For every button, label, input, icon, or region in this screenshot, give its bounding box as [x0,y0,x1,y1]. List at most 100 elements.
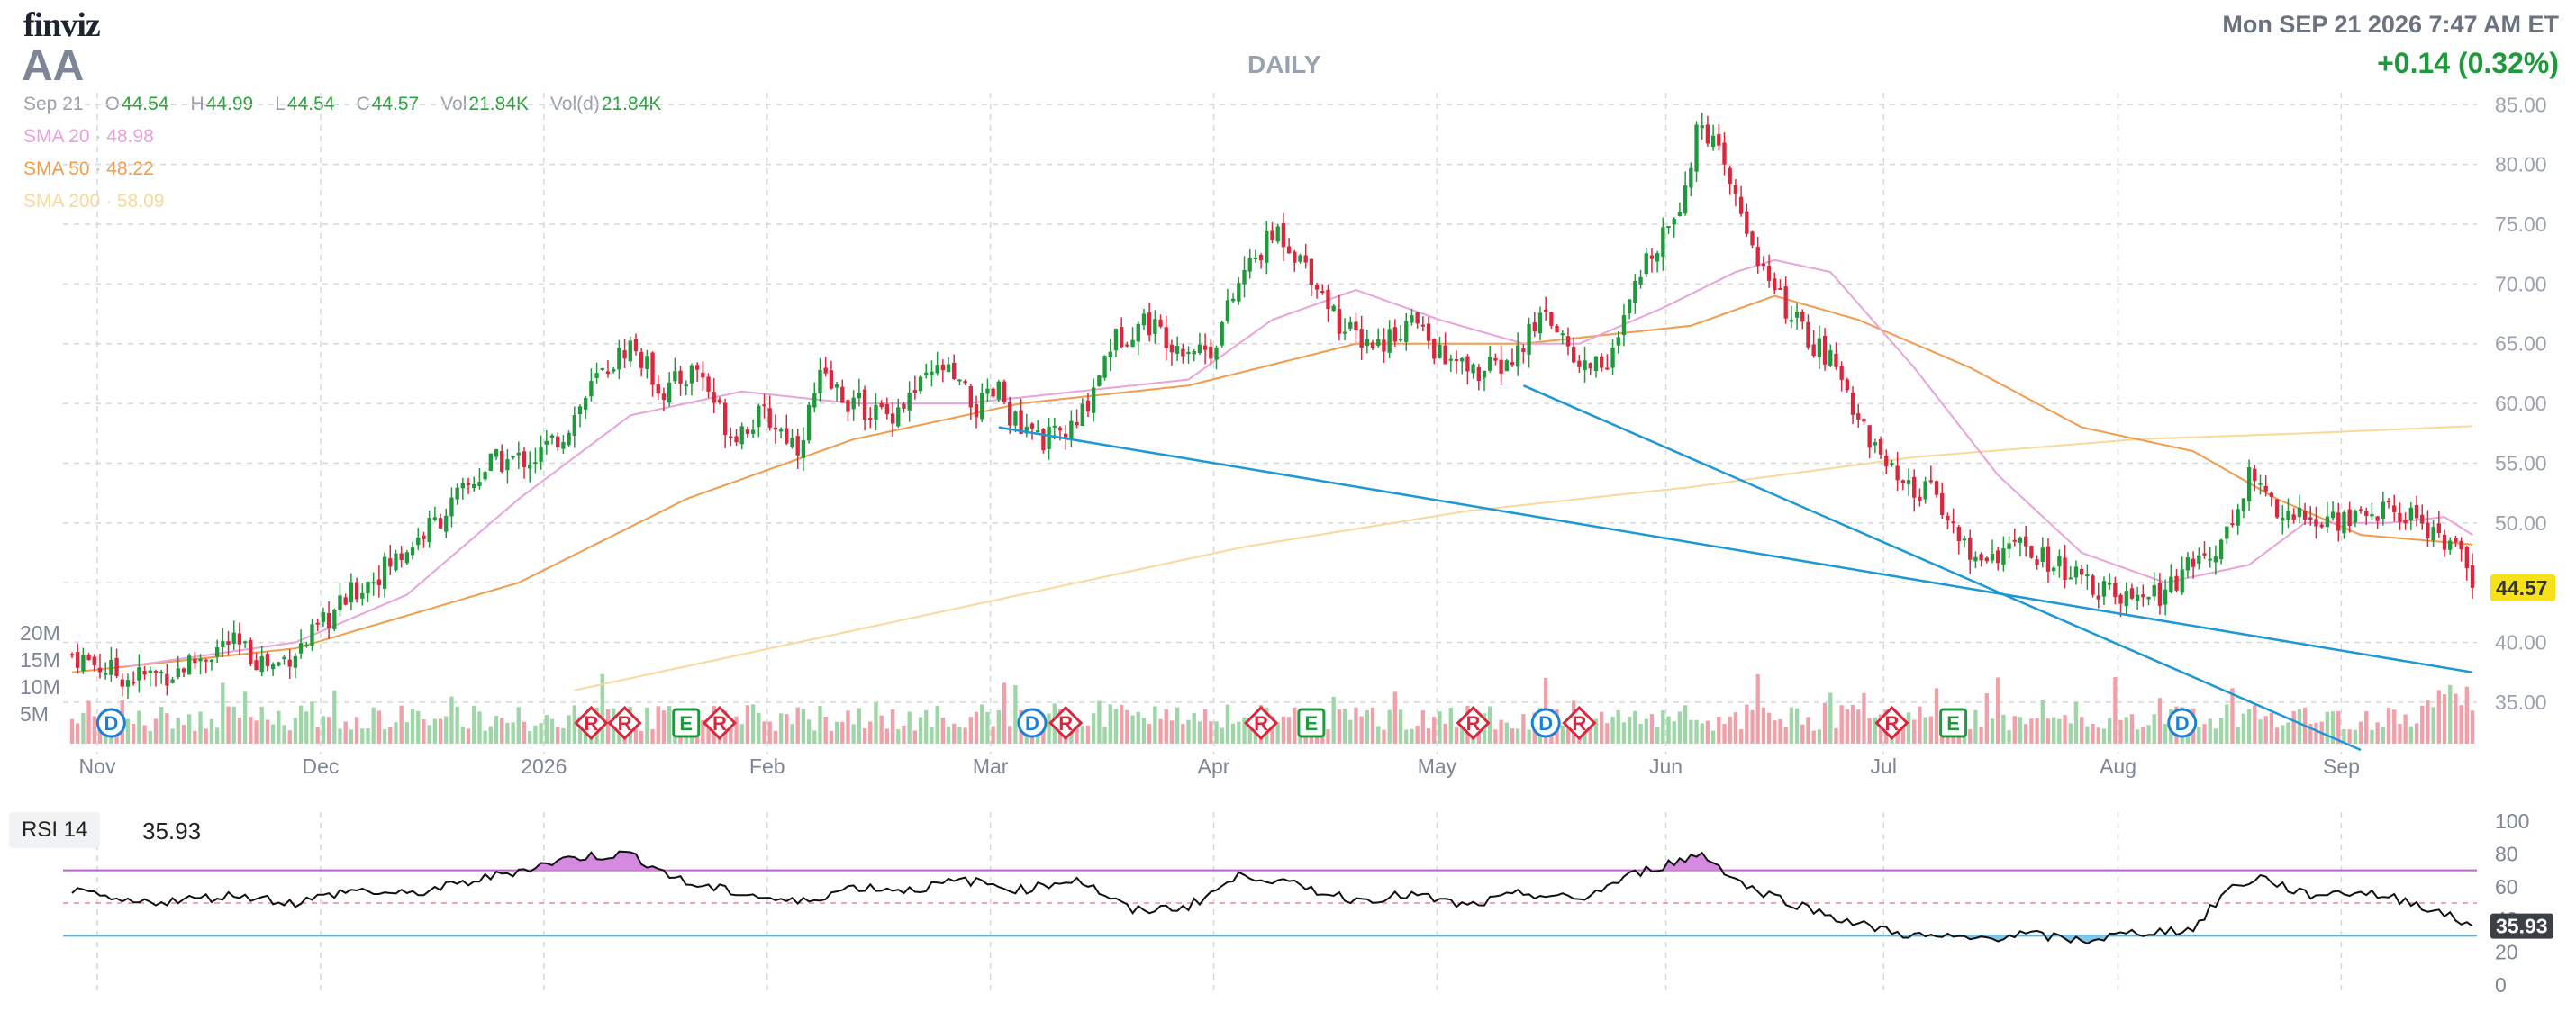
candle-body [2012,539,2017,542]
dividend-marker [95,708,126,738]
candle-body [940,364,946,371]
candle-body [1432,339,1437,359]
event-marker-label: R [618,712,632,735]
event-marker-label: D [104,712,118,735]
event-marker-label: D [1538,712,1553,735]
candle-body [1722,142,1727,165]
volume-bar [2230,688,2235,744]
candle-body [2436,523,2441,534]
event-marker-label: R [1254,712,1268,735]
volume-bar [1565,720,1571,744]
volume-bar [1655,727,1660,744]
month-label: May [1418,754,1457,778]
sma50-path [71,294,2473,673]
volume-bar [69,718,75,744]
rsi-tick-label: 20 [2495,941,2518,964]
volume-bar [918,717,923,744]
volume-bar [930,727,934,744]
candle-body [1605,367,1610,370]
candle-body [321,612,326,622]
candle-body [1755,247,1760,267]
volume-bar [701,719,705,744]
volume-bar [97,725,103,744]
volume-bar [2342,728,2346,744]
volume-bar [762,721,766,744]
volume-bar [1694,719,1699,744]
volume-bar [1672,721,1676,744]
candle-body [600,367,604,370]
volume-bar [1359,716,1364,744]
candle-body [1856,413,1861,420]
candle-body [918,376,923,392]
candle-body [500,451,504,472]
rsi-indicator-label[interactable]: RSI 14 [9,812,101,848]
volume-bar [862,727,867,744]
candle-body [109,659,113,675]
candle-body [1918,496,1922,501]
volume-bar [1912,719,1917,744]
candle-body [176,668,180,677]
volume-bar [382,729,387,744]
volume-bar [204,728,208,744]
volume-bar [304,711,309,744]
price-tick-label: 50.00 [2495,511,2547,535]
candle-body [1036,430,1040,433]
volume-bar [1354,707,1358,744]
candle-body [952,362,957,379]
volume-bar [823,717,828,744]
candle-body [1733,185,1738,194]
volume-bar [354,717,359,744]
volume-bar [2325,711,2330,744]
candle-body [332,610,337,629]
candle-body [767,408,772,428]
month-label: Jun [1649,754,1683,778]
volume-bar [1521,714,1526,744]
volume-bar [332,690,337,744]
candle-body [2040,547,2045,562]
candlesticks[interactable] [69,113,2475,700]
volume-bar [572,705,576,744]
candle-body [237,633,242,645]
candle-body [165,673,169,686]
candle-body [1705,124,1710,144]
candle-body [1811,344,1816,357]
volume-bar [2202,724,2207,744]
volume-bar [2091,723,2095,744]
candle-body [1683,185,1688,214]
candle-body [204,659,208,662]
candle-body [1309,258,1314,285]
candle-body [1192,350,1196,355]
volume-bar [259,706,264,744]
candle-body [806,404,812,441]
volume-bar [148,730,152,744]
candle-body [701,372,705,378]
candle-body [930,371,934,375]
candle-body [214,647,220,657]
price-tick-label: 55.00 [2495,451,2547,474]
sma20-legend[interactable]: SMA 20 · 48.98 [23,126,154,147]
month-label: Apr [1198,754,1230,778]
sma200-legend[interactable]: SMA 200 · 58.09 [23,191,165,212]
volume-bar [1136,711,1140,744]
finviz-logo[interactable]: finviz [23,6,101,44]
candle-body [382,556,387,589]
rating-marker [1562,705,1597,741]
volume-bar [242,691,248,744]
sma50-legend[interactable]: SMA 50 · 48.22 [23,158,154,179]
volume-bar [282,725,286,744]
volume-bar [1817,729,1822,744]
candle-body [902,403,906,409]
earnings-marker [672,708,701,738]
volume-bar [1728,716,1732,744]
volume-bar [1169,720,1175,744]
trendlines[interactable] [998,384,2473,752]
volume-bar [1175,707,1180,744]
volume-bar [2386,708,2391,744]
volume-bar [366,728,370,744]
candle-body [1298,255,1302,262]
volume-bar [924,709,929,744]
month-label: Sep [2323,754,2360,778]
volume-bar [785,714,789,744]
